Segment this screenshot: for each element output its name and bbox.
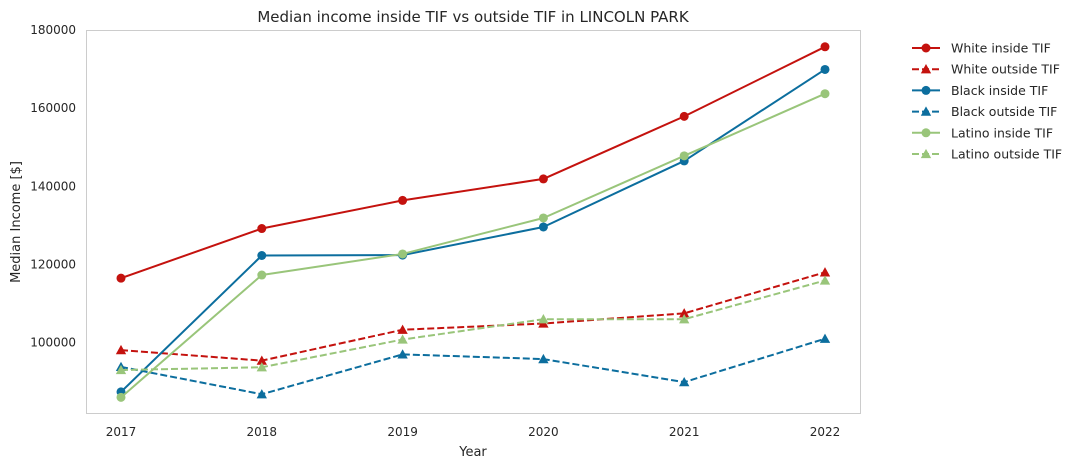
legend: White inside TIF White outside TIF Black i… bbox=[912, 41, 1062, 162]
legend-label: Latino outside TIF bbox=[951, 147, 1062, 162]
data-point bbox=[257, 224, 267, 234]
data-point bbox=[256, 362, 267, 372]
data-point bbox=[538, 353, 549, 364]
data-point bbox=[257, 270, 267, 280]
y-axis-ticks: 100000 120000 140000 160000 180000 bbox=[30, 23, 76, 350]
legend-marker bbox=[921, 128, 931, 138]
plot-frame bbox=[86, 30, 861, 414]
x-tick-label: 2018 bbox=[247, 425, 278, 439]
legend-item: White inside TIF bbox=[912, 41, 1051, 56]
data-point bbox=[538, 314, 549, 324]
legend-marker bbox=[921, 85, 931, 95]
legend-item: White outside TIF bbox=[912, 62, 1060, 77]
data-point bbox=[398, 249, 408, 259]
series-latino-inside-tif bbox=[116, 89, 830, 402]
legend-marker bbox=[920, 148, 932, 159]
legend-item: Latino inside TIF bbox=[912, 125, 1053, 140]
legend-label: Black inside TIF bbox=[951, 83, 1048, 98]
x-tick-label: 2019 bbox=[387, 425, 418, 439]
y-tick-label: 100000 bbox=[30, 336, 76, 350]
series-line bbox=[120, 271, 826, 362]
data-point bbox=[397, 324, 408, 334]
chart-title: Median income inside TIF vs outside TIF … bbox=[257, 8, 690, 26]
data-point bbox=[538, 174, 548, 184]
legend-marker bbox=[920, 106, 932, 116]
y-tick-label: 180000 bbox=[30, 23, 76, 37]
data-point bbox=[679, 111, 689, 121]
data-point bbox=[115, 364, 127, 375]
data-point bbox=[679, 376, 690, 387]
data-point bbox=[116, 273, 126, 283]
data-point bbox=[257, 251, 267, 261]
x-axis-ticks: 2017 2018 2019 2020 2021 2022 bbox=[106, 425, 841, 439]
data-point bbox=[679, 151, 689, 161]
y-axis-label: Median Income [$] bbox=[9, 161, 24, 283]
data-point bbox=[679, 314, 690, 324]
x-tick-label: 2017 bbox=[106, 425, 137, 439]
data-point bbox=[256, 389, 267, 399]
legend-label: Latino inside TIF bbox=[951, 125, 1053, 140]
data-point bbox=[398, 195, 408, 205]
data-point bbox=[116, 392, 126, 402]
legend-label: Black outside TIF bbox=[951, 104, 1057, 119]
legend-label: White outside TIF bbox=[951, 62, 1060, 77]
data-point bbox=[397, 349, 408, 359]
y-tick-label: 120000 bbox=[30, 257, 76, 271]
data-point bbox=[820, 64, 830, 74]
data-point bbox=[256, 355, 267, 365]
series-line bbox=[120, 337, 826, 396]
data-point bbox=[538, 222, 548, 232]
data-point bbox=[820, 89, 830, 99]
y-tick-label: 140000 bbox=[30, 179, 76, 193]
data-point bbox=[538, 213, 548, 223]
data-point bbox=[397, 334, 408, 344]
x-tick-label: 2021 bbox=[669, 425, 700, 439]
data-point bbox=[819, 333, 831, 343]
series-white-inside-tif bbox=[116, 42, 830, 283]
y-tick-label: 160000 bbox=[30, 101, 76, 115]
series-layer bbox=[115, 42, 831, 402]
legend-marker bbox=[921, 43, 931, 53]
data-point bbox=[819, 267, 831, 277]
legend-item: Black outside TIF bbox=[912, 104, 1057, 119]
data-point bbox=[115, 344, 127, 355]
x-axis-label: Year bbox=[458, 445, 487, 460]
x-tick-label: 2020 bbox=[528, 425, 559, 439]
data-point bbox=[819, 275, 831, 285]
x-tick-label: 2022 bbox=[810, 425, 841, 439]
data-point bbox=[679, 308, 690, 318]
series-line bbox=[120, 92, 826, 399]
legend-marker bbox=[920, 64, 932, 74]
series-line bbox=[120, 279, 826, 372]
series-latino-outside-tif bbox=[115, 275, 831, 375]
series-white-outside-tif bbox=[115, 267, 831, 365]
data-point bbox=[820, 42, 830, 52]
series-line bbox=[120, 45, 826, 280]
legend-item: Black inside TIF bbox=[912, 83, 1048, 98]
legend-label: White inside TIF bbox=[951, 41, 1051, 56]
legend-item: Latino outside TIF bbox=[912, 147, 1062, 162]
